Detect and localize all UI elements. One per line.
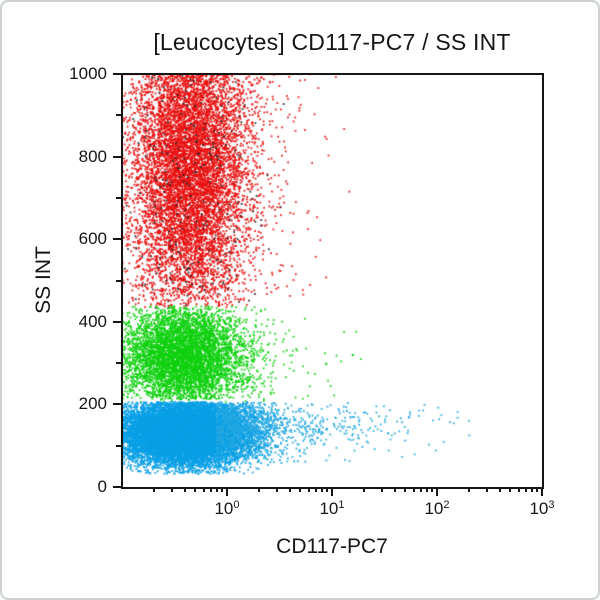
x-minor-tick (221, 487, 224, 492)
y-major-tick (113, 238, 122, 241)
x-tick-label: 101 (319, 499, 345, 518)
x-minor-tick (425, 487, 428, 492)
x-tick-label: 103 (529, 499, 555, 518)
y-minor-tick (116, 196, 122, 199)
x-minor-tick (307, 487, 310, 492)
x-minor-tick (152, 487, 155, 492)
y-tick-label: 0 (97, 477, 107, 496)
x-minor-tick (467, 487, 470, 492)
x-minor-tick (215, 487, 218, 492)
x-minor-tick (431, 487, 434, 492)
x-minor-tick (536, 487, 539, 492)
x-minor-tick (184, 487, 187, 492)
x-minor-tick (299, 487, 302, 492)
y-tick-label: 200 (78, 394, 107, 414)
x-minor-tick (194, 487, 197, 492)
x-minor-tick (509, 487, 512, 492)
y-tick-label: 1000 (69, 64, 107, 83)
x-major-tick (226, 487, 228, 496)
x-minor-tick (394, 487, 397, 492)
y-major-tick (113, 486, 122, 488)
y-minor-tick (116, 279, 122, 282)
y-minor-tick (116, 114, 122, 117)
x-tick-label: 100 (214, 499, 240, 518)
x-minor-tick (499, 487, 502, 492)
y-tick-label: 400 (78, 311, 107, 331)
x-major-tick (331, 487, 333, 496)
scatter-plot-canvas (122, 74, 542, 487)
y-tick-label: 600 (78, 229, 107, 249)
y-minor-tick (116, 444, 122, 447)
x-minor-tick (209, 487, 212, 492)
y-major-tick (113, 320, 122, 323)
y-major-tick (113, 403, 122, 406)
x-minor-tick (289, 487, 292, 492)
y-major-tick (113, 155, 122, 158)
y-minor-tick (116, 362, 122, 365)
x-tick-label: 102 (424, 499, 450, 518)
chart-title: [Leucocytes] CD117-PC7 / SS INT (153, 29, 511, 55)
x-minor-tick (202, 487, 205, 492)
y-tick-label: 800 (78, 146, 107, 166)
x-minor-tick (314, 487, 317, 492)
x-minor-tick (412, 487, 415, 492)
x-minor-tick (320, 487, 323, 492)
x-minor-tick (404, 487, 407, 492)
y-axis-label: SS INT (32, 246, 55, 314)
x-minor-tick (530, 487, 533, 492)
x-minor-tick (524, 487, 527, 492)
x-major-tick (436, 487, 438, 496)
y-major-tick (113, 73, 122, 75)
x-minor-tick (486, 487, 489, 492)
x-minor-tick (171, 487, 174, 492)
x-minor-tick (381, 487, 384, 492)
x-minor-tick (276, 487, 279, 492)
x-minor-tick (326, 487, 329, 492)
x-major-tick (541, 487, 543, 496)
x-axis-label: CD117-PC7 (276, 535, 388, 558)
x-minor-tick (419, 487, 422, 492)
x-minor-tick (517, 487, 520, 492)
x-minor-tick (257, 487, 260, 492)
x-minor-tick (362, 487, 365, 492)
